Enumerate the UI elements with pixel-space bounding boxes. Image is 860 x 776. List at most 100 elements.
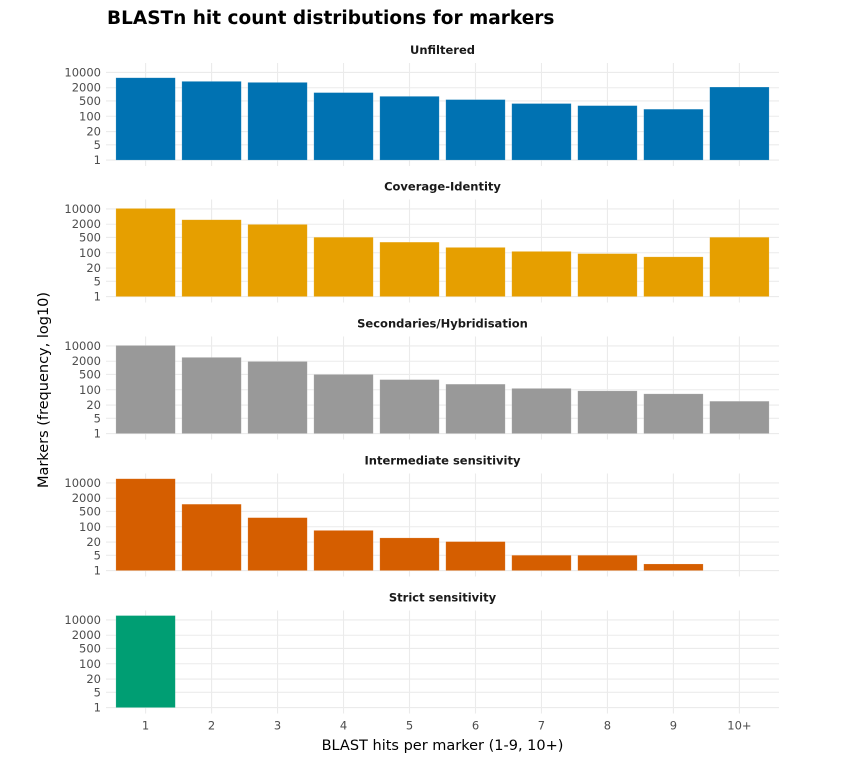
y-tick-label: 5 xyxy=(94,138,101,152)
y-tick-label: 100 xyxy=(79,246,101,260)
x-tick-label: 7 xyxy=(538,719,545,733)
bar xyxy=(115,208,176,297)
facet-title: Secondaries/Hybridisation xyxy=(357,317,528,331)
y-tick-label: 10000 xyxy=(64,613,101,627)
y-tick-label: 2000 xyxy=(72,491,101,505)
bar xyxy=(577,105,638,161)
y-tick-label: 20 xyxy=(86,398,101,412)
y-tick-label: 10000 xyxy=(64,202,101,216)
bar xyxy=(709,236,770,297)
bar xyxy=(181,81,242,161)
x-axis-ticks: 1 2 3 4 5 6 7 8 9 10+ xyxy=(142,719,752,733)
y-tick-label: 1 xyxy=(94,290,101,304)
bar xyxy=(643,393,704,434)
bar xyxy=(181,357,242,434)
y-tick-label: 1 xyxy=(94,427,101,441)
y-tick-label: 1 xyxy=(94,564,101,578)
bar xyxy=(511,103,572,161)
bar xyxy=(577,554,638,571)
facet-title: Unfiltered xyxy=(410,43,475,57)
bar xyxy=(181,503,242,571)
bar xyxy=(643,563,704,571)
y-tick-label: 10000 xyxy=(64,476,101,490)
bar xyxy=(577,390,638,434)
y-tick-label: 20 xyxy=(86,125,101,139)
y-axis-label: Markers (frequency, log10) xyxy=(36,292,52,488)
y-tick-label: 2000 xyxy=(72,628,101,642)
bar xyxy=(445,99,506,161)
y-tick-label: 5 xyxy=(94,548,101,562)
bar xyxy=(247,224,308,297)
x-tick-label: 10+ xyxy=(727,719,751,733)
bar xyxy=(511,388,572,434)
bar xyxy=(247,517,308,571)
bar xyxy=(115,615,176,708)
y-tick-label: 20 xyxy=(86,261,101,275)
y-tick-label: 100 xyxy=(79,657,101,671)
x-tick-label: 5 xyxy=(406,719,413,733)
bar xyxy=(643,256,704,297)
y-tick-label: 2000 xyxy=(72,217,101,231)
y-tick-label: 20 xyxy=(86,535,101,549)
y-tick-label: 100 xyxy=(79,109,101,123)
bar xyxy=(445,383,506,434)
bar xyxy=(511,251,572,297)
bar xyxy=(313,236,374,297)
y-tick-label: 500 xyxy=(79,504,101,518)
bar xyxy=(115,77,176,161)
y-tick-label: 10000 xyxy=(64,339,101,353)
bar xyxy=(181,219,242,297)
bar xyxy=(445,247,506,297)
y-tick-label: 5 xyxy=(94,411,101,425)
bar xyxy=(313,92,374,161)
y-tick-label: 100 xyxy=(79,520,101,534)
x-tick-label: 6 xyxy=(472,719,479,733)
y-tick-label: 10000 xyxy=(64,65,101,79)
bar xyxy=(379,537,440,571)
bar xyxy=(115,478,176,571)
facet-title: Strict sensitivity xyxy=(389,591,497,605)
y-tick-label: 20 xyxy=(86,672,101,686)
x-tick-label: 1 xyxy=(142,719,149,733)
y-tick-label: 5 xyxy=(94,274,101,288)
bar xyxy=(115,345,176,434)
y-tick-label: 2000 xyxy=(72,81,101,95)
y-tick-label: 100 xyxy=(79,383,101,397)
facet-title: Coverage-Identity xyxy=(384,180,501,194)
bar xyxy=(577,253,638,297)
bar xyxy=(709,86,770,161)
y-tick-label: 1 xyxy=(94,153,101,167)
facet-title: Intermediate sensitivity xyxy=(365,454,521,468)
facet-panels: Unfiltered1520100500200010000Coverage-Id… xyxy=(64,43,779,715)
y-tick-label: 500 xyxy=(79,230,101,244)
y-tick-label: 500 xyxy=(79,641,101,655)
bar xyxy=(247,361,308,434)
y-tick-label: 5 xyxy=(94,685,101,699)
bar xyxy=(313,530,374,571)
chart-title: BLASTn hit count distributions for marke… xyxy=(107,8,554,29)
bar xyxy=(379,96,440,161)
x-tick-label: 3 xyxy=(274,719,281,733)
x-tick-label: 4 xyxy=(340,719,347,733)
bar xyxy=(511,554,572,571)
bar xyxy=(247,82,308,161)
bar xyxy=(643,108,704,161)
bar xyxy=(445,541,506,571)
y-tick-label: 2000 xyxy=(72,354,101,368)
x-tick-label: 8 xyxy=(604,719,611,733)
bar xyxy=(313,374,374,434)
y-tick-label: 1 xyxy=(94,701,101,715)
bar xyxy=(379,379,440,434)
bar xyxy=(709,400,770,434)
bar xyxy=(379,241,440,297)
y-tick-label: 500 xyxy=(79,367,101,381)
x-tick-label: 9 xyxy=(670,719,677,733)
x-axis-label: BLAST hits per marker (1-9, 10+) xyxy=(322,738,564,754)
x-tick-label: 2 xyxy=(208,719,215,733)
